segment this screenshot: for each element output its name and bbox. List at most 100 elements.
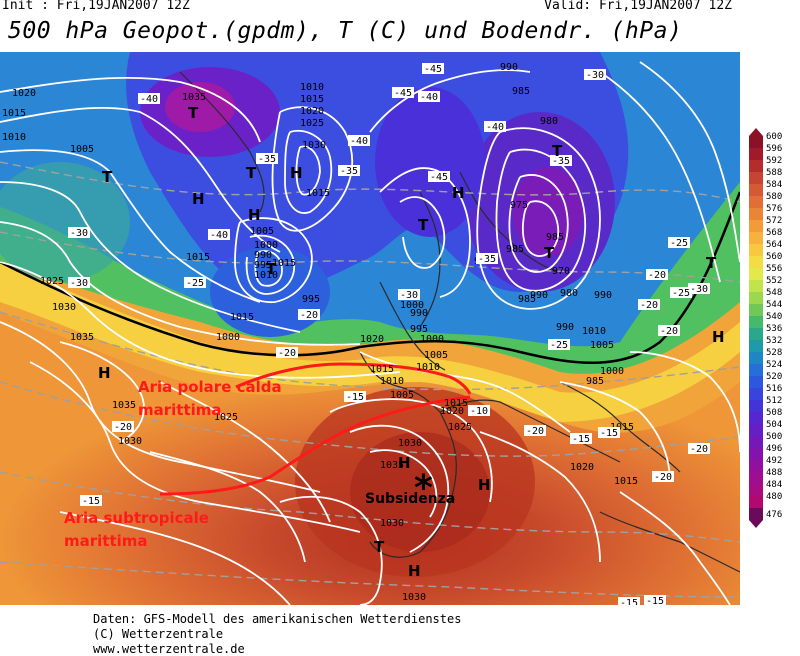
temperature-label: -40 — [486, 122, 504, 133]
pressure-label: 985 — [586, 376, 604, 387]
temperature-label-box — [550, 155, 572, 166]
temperature-label-box — [344, 391, 366, 402]
temperature-label-box — [670, 287, 692, 298]
pressure-label: 1015 — [300, 94, 324, 105]
temperature-label: -20 — [114, 422, 132, 433]
pressure-label: 1005 — [250, 226, 274, 237]
legend-swatch — [749, 400, 763, 412]
legend-swatch — [749, 484, 763, 496]
legend-tick-label: 592 — [766, 156, 782, 166]
temperature-label-box — [298, 309, 320, 320]
pressure-label: 1030 — [302, 140, 326, 151]
legend-tick-label: 600 — [766, 132, 782, 142]
legend-tick-label: 512 — [766, 396, 782, 406]
high-pressure-marker: H — [192, 190, 205, 208]
subtropical-air-label-line2: marittima — [64, 532, 148, 550]
pressure-label: 995 — [410, 324, 428, 335]
temperature-label-box — [598, 427, 620, 438]
pressure-label: 1010 — [416, 362, 440, 373]
pressure-label: 1010 — [2, 132, 26, 143]
pressure-label: 1015 — [272, 258, 296, 269]
temperature-label-box — [392, 87, 414, 98]
temperature-label: -20 — [278, 348, 296, 359]
temperature-label: -20 — [300, 310, 318, 321]
pressure-label: 1020 — [300, 106, 324, 117]
legend-swatch — [749, 280, 763, 292]
temperature-label: -20 — [640, 300, 658, 311]
legend-tick-label: 576 — [766, 204, 782, 214]
pressure-label: 1010 — [582, 326, 606, 337]
temperature-label-box — [68, 277, 90, 288]
polar-air-label-line2: marittima — [138, 401, 222, 419]
legend-swatch — [749, 352, 763, 364]
legend-tick-label: 564 — [766, 240, 782, 250]
temperature-label: -15 — [346, 392, 364, 403]
legend-swatch — [749, 208, 763, 220]
pressure-label: 1015 — [186, 252, 210, 263]
legend-tick-label: 508 — [766, 408, 782, 418]
temperature-label: -25 — [672, 288, 690, 299]
legend-swatch — [749, 412, 763, 424]
legend-swatch — [749, 268, 763, 280]
legend-tick-label: 584 — [766, 180, 782, 190]
temperature-label-box — [688, 443, 710, 454]
pressure-label: 1025 — [448, 422, 472, 433]
pressure-label: 1035 — [380, 460, 404, 471]
pressure-label: 1030 — [52, 302, 76, 313]
temperature-label: -35 — [340, 166, 358, 177]
temperature-label-box — [256, 153, 278, 164]
temperature-label: -30 — [70, 228, 88, 239]
temperature-label: -30 — [70, 278, 88, 289]
init-time-label: Init : Fri,19JAN2007 12Z — [2, 0, 190, 13]
low-pressure-marker: T — [552, 142, 563, 160]
legend-tick-label: 568 — [766, 228, 782, 238]
legend-tick-label: 500 — [766, 432, 782, 442]
legend-swatch — [749, 136, 763, 148]
pressure-label: 1005 — [390, 390, 414, 401]
pressure-label: 1010 — [380, 376, 404, 387]
legend-tick-label: 476 — [766, 510, 782, 520]
temperature-label: -15 — [646, 596, 664, 605]
legend-swatch — [749, 424, 763, 436]
pressure-label: 1000 — [216, 332, 240, 343]
temperature-label-box — [68, 227, 90, 238]
legend-swatch — [749, 160, 763, 172]
pressure-label: 1035 — [70, 332, 94, 343]
pressure-label: 1015 — [444, 398, 468, 409]
legend-swatch — [749, 172, 763, 184]
pressure-label: 1010 — [254, 270, 278, 281]
temperature-label-box — [348, 135, 370, 146]
subtropical-air-label-line1: Aria subtropicale — [64, 509, 209, 527]
low-pressure-marker: T — [246, 164, 257, 182]
valid-time-label: Valid: Fri,19JAN2007 12Z — [544, 0, 732, 13]
legend-tick-label: 560 — [766, 252, 782, 262]
temperature-label: -25 — [670, 238, 688, 249]
legend-swatch — [749, 472, 763, 484]
legend-tick-label: 524 — [766, 360, 782, 370]
temperature-label-box — [618, 597, 640, 605]
high-pressure-marker: H — [98, 364, 111, 382]
legend-tick-label: 528 — [766, 348, 782, 358]
warm-zone-yellow — [0, 262, 740, 422]
boundary-552 — [0, 191, 740, 364]
legend-tick-label: 536 — [766, 324, 782, 334]
temperature-label-box — [208, 229, 230, 240]
temperature-label: -20 — [526, 426, 544, 437]
legend-tick-label: 552 — [766, 276, 782, 286]
pressure-label: 1015 — [614, 476, 638, 487]
pressure-label: 1035 — [182, 92, 206, 103]
legend-swatch — [749, 436, 763, 448]
temperature-label: -20 — [660, 326, 678, 337]
pressure-label: 1015 — [306, 188, 330, 199]
temperature-label: -15 — [572, 434, 590, 445]
temperature-label-box — [138, 93, 160, 104]
pressure-label: 980 — [560, 288, 578, 299]
legend-swatch — [749, 196, 763, 208]
legend-swatch — [749, 220, 763, 232]
pressure-label: 980 — [540, 116, 558, 127]
temperature-label-box — [476, 253, 498, 264]
temperature-label-box — [398, 289, 420, 300]
temperature-label: -35 — [258, 154, 276, 165]
pressure-label: 1030 — [398, 438, 422, 449]
legend-swatch — [749, 232, 763, 244]
